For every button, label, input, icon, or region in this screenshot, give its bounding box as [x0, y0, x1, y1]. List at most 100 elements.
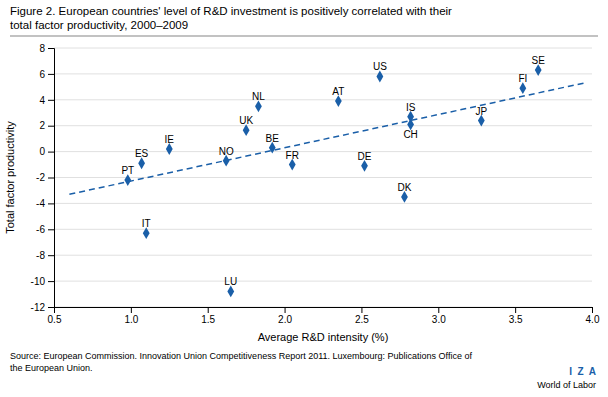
trendline [69, 83, 584, 194]
tick-mark [48, 255, 54, 256]
tick: 3.5 [509, 307, 523, 325]
tick-label: 2.5 [355, 314, 369, 325]
point-label: FI [518, 73, 527, 84]
tick-label: 0 [39, 146, 45, 157]
tick-label: -12 [31, 302, 46, 313]
point-label: LU [224, 276, 237, 287]
plot-area [69, 64, 584, 297]
chart: Figure 2. European countries' level of R… [0, 0, 608, 397]
grid [54, 48, 592, 307]
tick-label: 8 [39, 43, 45, 54]
tick: 2.5 [355, 307, 369, 325]
tick-mark [48, 48, 54, 49]
tick-label: -4 [36, 198, 45, 209]
annotation: I Z A [569, 366, 596, 377]
source: the European Union. [10, 363, 93, 373]
tick-label: 0.5 [48, 314, 62, 325]
point-label: SE [532, 55, 546, 66]
tick-mark [48, 152, 54, 153]
tick-label: 1.5 [201, 314, 215, 325]
grid-line [54, 125, 592, 126]
tick-mark [48, 203, 54, 204]
axis-line [55, 308, 593, 314]
title-rule [10, 36, 598, 37]
tick: -12 [31, 302, 54, 313]
grid-line [54, 255, 592, 256]
tick-mark [48, 178, 54, 179]
tick-mark [592, 307, 593, 313]
tick-mark [285, 307, 286, 313]
tick: -6 [36, 224, 54, 235]
point-label: NO [219, 146, 234, 157]
tick-label: 3.0 [432, 314, 446, 325]
tick-mark [48, 281, 54, 282]
annotation: World of Labor [537, 380, 596, 390]
point-label: JP [475, 106, 487, 117]
tick-mark [48, 229, 54, 230]
point-label: IS [406, 102, 416, 113]
tick: 3.0 [432, 307, 446, 325]
tick: 4 [39, 95, 54, 106]
tick-label: 4 [39, 95, 45, 106]
tick-mark [48, 74, 54, 75]
tick: 8 [39, 43, 54, 54]
tick-mark [208, 307, 209, 313]
tick: -4 [36, 198, 54, 209]
tick-label: -6 [36, 224, 45, 235]
grid-line [54, 73, 592, 74]
point-label: CH [403, 129, 417, 140]
tick-label: 2 [39, 120, 45, 131]
grid-line [54, 281, 592, 282]
tick: -2 [36, 172, 54, 183]
tick-mark [438, 307, 439, 313]
point-label: DK [398, 182, 412, 193]
point-labels: PTES IT IE NO UK NL BE LU FR AT DE US IS CH DK JP FI SE [121, 55, 545, 287]
tick-label: -8 [36, 250, 45, 261]
tick-mark [48, 126, 54, 127]
tick: -8 [36, 250, 54, 261]
tick-mark [515, 307, 516, 313]
title: Figure 2. European countries' level of R… [10, 5, 452, 17]
tick-label: 6 [39, 69, 45, 80]
point-label: PT [121, 165, 134, 176]
tick: 1.0 [124, 307, 138, 325]
point-label: IT [142, 218, 151, 229]
tick: 0 [39, 146, 54, 157]
y-axis: -12 -10 -8 -6 -4 -2 0 2 4 6 8 [31, 43, 55, 313]
tick-label: 1.0 [124, 314, 138, 325]
title: total factor productivity, 2000–2009 [10, 19, 188, 31]
axis-line [48, 49, 55, 308]
tick-label: 4.0 [586, 314, 600, 325]
point-label: UK [239, 115, 253, 126]
source: Source: European Commission. Innovation … [10, 351, 472, 361]
tick-label: 3.5 [509, 314, 523, 325]
tick-mark [131, 307, 132, 313]
point-label: FR [286, 150, 299, 161]
grid-line [54, 48, 592, 49]
point-label: BE [266, 133, 280, 144]
tick: 1.5 [201, 307, 215, 325]
point-label: IE [165, 134, 175, 145]
tick: 6 [39, 69, 54, 80]
x-axis-label: Average R&D intensity (%) [258, 331, 389, 343]
tick-label: 2.0 [278, 314, 292, 325]
point-label: ES [135, 148, 149, 159]
grid-line [54, 177, 592, 178]
point-label: DE [358, 151, 372, 162]
grid-line [54, 229, 592, 230]
tick-label: -10 [31, 276, 46, 287]
tick-mark [48, 307, 54, 308]
x-axis: 0.5 1.0 1.5 2.0 2.5 3.0 3.5 4.0 [48, 307, 600, 325]
tick: 4.0 [586, 307, 600, 325]
point-label: US [373, 61, 387, 72]
tick: 2 [39, 120, 54, 131]
y-axis-label: Total factor productivity [4, 121, 16, 234]
tick: -10 [31, 276, 54, 287]
grid-line [54, 203, 592, 204]
tick-mark [48, 100, 54, 101]
tick: 0.5 [48, 307, 62, 325]
tick-mark [361, 307, 362, 313]
tick: 2.0 [278, 307, 292, 325]
point-label: AT [332, 86, 344, 97]
point-label: NL [252, 91, 265, 102]
